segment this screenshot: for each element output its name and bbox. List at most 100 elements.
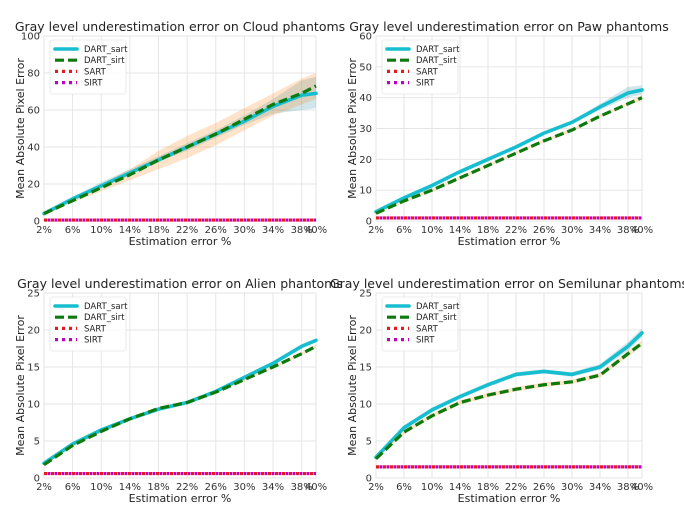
x-tick-label: 26% — [533, 225, 555, 236]
y-tick-label: 0 — [366, 474, 372, 485]
y-tick-label: 80 — [27, 69, 40, 80]
legend-label: SART — [416, 324, 439, 334]
series-line-dart-sart — [374, 88, 644, 214]
x-tick-label: 38% — [291, 482, 313, 493]
x-tick-label: 18% — [477, 225, 499, 236]
y-tick-label: 5 — [366, 437, 372, 448]
chart-panel-2: 2% 6% 10% 14% 18% 22% 26% 30% 34% 38%40% 0 10 20 30 40… — [346, 19, 669, 248]
legend-label: DART_sirt — [416, 56, 457, 66]
x-tick-label: 2% — [368, 225, 384, 236]
chart-panel-4: 2% 6% 10% 14% 18% 22% 26% 30% 34% 38%40% 0 5 10 15 20 2… — [330, 276, 684, 505]
x-axis-label: Estimation error % — [129, 235, 232, 248]
x-tick-label: 40% — [305, 482, 327, 493]
x-axis-label: Estimation error % — [129, 492, 232, 505]
x-tick-label: 14% — [119, 482, 141, 493]
x-tick-label: 6% — [65, 225, 81, 236]
x-tick-label: 6% — [65, 482, 81, 493]
y-tick-label: 50 — [359, 62, 372, 73]
x-axis-label: Estimation error % — [458, 492, 561, 505]
x-tick-label: 22% — [176, 225, 198, 236]
x-tick-label: 22% — [505, 482, 527, 493]
x-tick-label: 2% — [36, 482, 52, 493]
x-tick-label: 6% — [396, 225, 412, 236]
legend-box — [49, 296, 127, 352]
y-tick-label: 0 — [366, 217, 372, 228]
legend-label: SIRT — [416, 79, 435, 89]
y-tick-label: 60 — [359, 32, 372, 43]
x-tick-label: 6% — [396, 482, 412, 493]
y-tick-label: 0 — [34, 474, 40, 485]
x-tick-label: 14% — [449, 225, 471, 236]
x-tick-label: 40% — [631, 482, 653, 493]
legend-label: SIRT — [84, 336, 103, 346]
x-tick-label: 26% — [533, 482, 555, 493]
legend-label: SART — [84, 324, 107, 334]
x-tick-label: 18% — [147, 225, 169, 236]
y-tick-label: 100 — [21, 32, 40, 43]
x-tick-label: 22% — [176, 482, 198, 493]
legend-label: SIRT — [84, 79, 103, 89]
x-tick-label: 30% — [233, 225, 255, 236]
legend-box — [49, 39, 127, 95]
x-tick-label: 34% — [262, 225, 284, 236]
legend-label: DART_sart — [416, 302, 460, 312]
legend-label: SART — [84, 67, 107, 77]
y-axis-label: Mean Absolute Pixel Error — [14, 315, 27, 456]
x-tick-label: 2% — [36, 225, 52, 236]
chart-panel-3: 2% 6% 10% 14% 18% 22% 26% 30% 34% 38%40% 0 5 10 15 20 2… — [14, 276, 343, 505]
legend-label: DART_sirt — [84, 56, 125, 66]
x-tick-label: 30% — [561, 225, 583, 236]
chart-panel-1: 2% 6% 10% 14% 18% 22% 26% 30% 34% 38%40% 0 20 40 60 80… — [14, 19, 345, 248]
y-tick-label: 5 — [34, 437, 40, 448]
legend-label: DART_sirt — [84, 313, 125, 323]
x-tick-label: 18% — [147, 482, 169, 493]
y-tick-label: 25 — [27, 289, 40, 300]
x-tick-label: 34% — [589, 482, 611, 493]
y-tick-label: 15 — [359, 363, 372, 374]
legend-box — [381, 296, 459, 352]
series-line-dart-sirt — [375, 96, 643, 215]
x-tick-label: 38% — [617, 225, 639, 236]
series-line-dart-sirt — [43, 344, 317, 467]
chart-title: Gray level underestimation error on Semi… — [330, 276, 684, 291]
x-tick-label: 10% — [421, 482, 443, 493]
x-tick-label: 18% — [477, 482, 499, 493]
x-tick-label: 34% — [262, 482, 284, 493]
chart-title: Gray level underestimation error on Paw … — [349, 19, 669, 34]
x-tick-label: 40% — [305, 225, 327, 236]
y-tick-label: 40 — [359, 93, 372, 104]
y-tick-label: 20 — [27, 326, 40, 337]
x-tick-label: 14% — [119, 225, 141, 236]
x-tick-label: 38% — [617, 482, 639, 493]
y-axis-label: Mean Absolute Pixel Error — [14, 58, 27, 199]
legend-box — [381, 39, 459, 95]
x-tick-label: 2% — [368, 482, 384, 493]
x-axis-label: Estimation error % — [458, 235, 561, 248]
series-line-dart-sirt — [374, 342, 643, 460]
y-tick-label: 60 — [27, 106, 40, 117]
y-tick-label: 25 — [359, 289, 372, 300]
y-tick-label: 30 — [359, 124, 372, 135]
x-tick-label: 38% — [291, 225, 313, 236]
legend-label: DART_sirt — [416, 313, 457, 323]
legend-label: SART — [416, 67, 439, 77]
series-line-dart-sart — [374, 331, 644, 460]
series-line-dart-sirt — [43, 84, 317, 216]
x-tick-label: 10% — [421, 225, 443, 236]
x-tick-label: 30% — [233, 482, 255, 493]
chart-title: Gray level underestimation error on Alie… — [17, 276, 343, 291]
x-tick-label: 10% — [90, 225, 112, 236]
legend-label: SIRT — [416, 336, 435, 346]
y-tick-label: 10 — [359, 400, 372, 411]
y-axis-label: Mean Absolute Pixel Error — [346, 315, 359, 456]
y-tick-label: 15 — [27, 363, 40, 374]
x-tick-label: 26% — [205, 482, 227, 493]
y-tick-label: 20 — [359, 326, 372, 337]
x-tick-label: 40% — [631, 225, 653, 236]
